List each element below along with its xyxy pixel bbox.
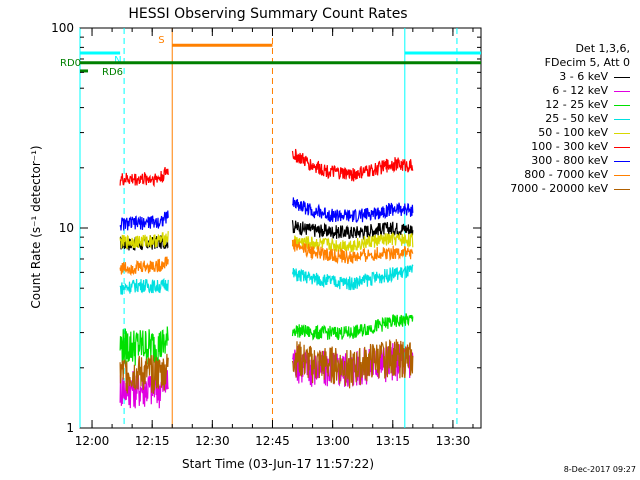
x-tick-label: 13:15 (375, 434, 410, 448)
legend-entry-3-6-kev: 3 - 6 keV (488, 70, 630, 84)
legend-entry-100-300-kev: 100 - 300 keV (488, 140, 630, 154)
series-line-50-100-kev (291, 232, 414, 253)
chart-legend: Det 1,3,6, FDecim 5, Att 0 3 - 6 keV 6 - … (488, 42, 630, 196)
legend-entry-7000-20000-kev: 7000 - 20000 keV (488, 182, 630, 196)
x-axis-label: Start Time (03-Jun-17 11:57:22) (182, 457, 374, 471)
legend-label: 800 - 7000 keV (524, 168, 608, 181)
legend-header-line-2: FDecim 5, Att 0 (544, 56, 630, 69)
x-tick-label: 13:00 (315, 434, 350, 448)
legend-label: 50 - 100 keV (538, 126, 608, 139)
flag-label-rd6: RD6 (102, 67, 123, 78)
legend-label: 300 - 800 keV (531, 154, 608, 167)
legend-label: 3 - 6 keV (559, 70, 608, 83)
x-tick-label: 12:15 (135, 434, 170, 448)
chart-title: HESSI Observing Summary Count Rates (128, 6, 407, 22)
flag-label-rd0: RD0 (60, 58, 81, 69)
legend-swatch (614, 90, 630, 92)
legend-label: 12 - 25 keV (545, 98, 608, 111)
series-line-100-300-kev (119, 166, 169, 188)
flag-label-n: N (114, 55, 121, 66)
legend-entry-800-7000-kev: 800 - 7000 keV (488, 168, 630, 182)
legend-entry-12-25-kev: 12 - 25 keV (488, 98, 630, 112)
series-line-300-800-kev (119, 210, 169, 231)
legend-swatch (614, 118, 630, 120)
x-tick-label: 12:45 (255, 434, 290, 448)
y-tick-label: 100 (51, 21, 74, 35)
legend-entry-300-800-kev: 300 - 800 keV (488, 154, 630, 168)
legend-swatch (614, 76, 630, 78)
series-line-800-7000-kev (291, 239, 414, 265)
y-tick-label: 10 (59, 221, 74, 235)
x-tick-label: 13:30 (436, 434, 471, 448)
legend-swatch (614, 146, 630, 148)
legend-header-line-1: Det 1,3,6, (575, 42, 630, 55)
series-line-12-25-kev (291, 313, 414, 341)
flag-label-s: S (158, 35, 164, 46)
legend-entry-6-12-kev: 6 - 12 keV (488, 84, 630, 98)
legend-swatch (614, 188, 630, 190)
legend-swatch (614, 132, 630, 134)
legend-label: 25 - 50 keV (545, 112, 608, 125)
series-line-100-300-kev (291, 148, 414, 182)
series-line-25-50-kev (119, 277, 169, 295)
legend-swatch (614, 174, 630, 176)
x-tick-label: 12:30 (195, 434, 230, 448)
footer-timestamp: 8-Dec-2017 09:27 (563, 465, 636, 474)
legend-swatch (614, 104, 630, 106)
legend-label: 6 - 12 keV (552, 84, 608, 97)
series-line-300-800-kev (291, 197, 414, 223)
series-line-7000-20000-kev (119, 353, 169, 394)
x-tick-label: 12:00 (75, 434, 110, 448)
series-line-25-50-kev (291, 264, 414, 291)
y-tick-label: 1 (66, 421, 74, 435)
y-axis-label: Count Rate (s⁻¹ detector⁻¹) (29, 145, 43, 308)
series-line-7000-20000-kev (291, 339, 414, 389)
series-line-12-25-kev (119, 326, 169, 367)
series-line-3-6-kev (291, 220, 414, 240)
legend-swatch (614, 160, 630, 162)
legend-entry-25-50-kev: 25 - 50 keV (488, 112, 630, 126)
legend-label: 100 - 300 keV (531, 140, 608, 153)
legend-label: 7000 - 20000 keV (510, 182, 608, 195)
legend-entry-50-100-kev: 50 - 100 keV (488, 126, 630, 140)
series-line-50-100-kev (119, 231, 169, 250)
series-line-800-7000-kev (119, 256, 169, 277)
